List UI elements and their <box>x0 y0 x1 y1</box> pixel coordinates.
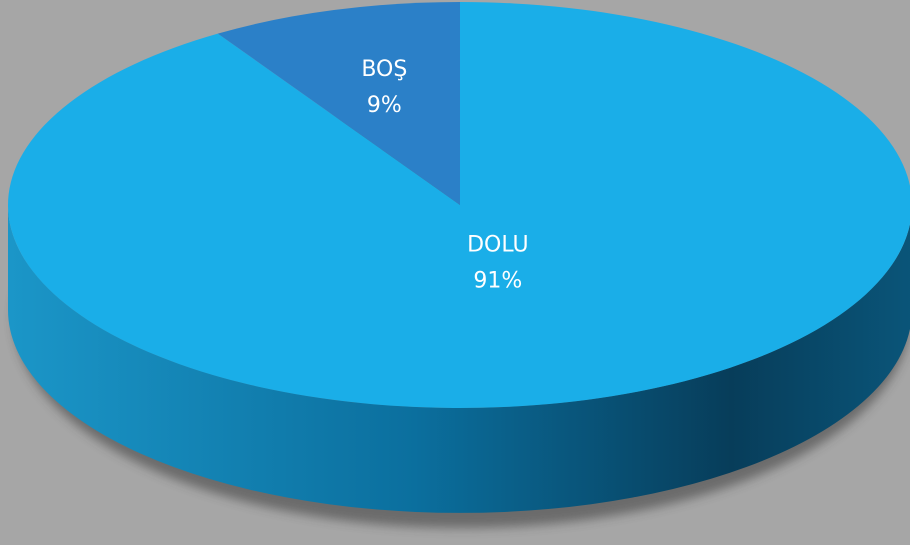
slice-label: BOŞ <box>361 57 407 82</box>
pie-side <box>8 205 910 513</box>
pie-slice <box>8 2 910 408</box>
pie: DOLU 91% BOŞ 9% <box>8 2 910 513</box>
pie-slice <box>217 2 460 205</box>
slice-value-label: 91% <box>473 268 522 293</box>
slice-label: DOLU <box>467 232 529 257</box>
slice-value-label: 9% <box>367 93 402 118</box>
